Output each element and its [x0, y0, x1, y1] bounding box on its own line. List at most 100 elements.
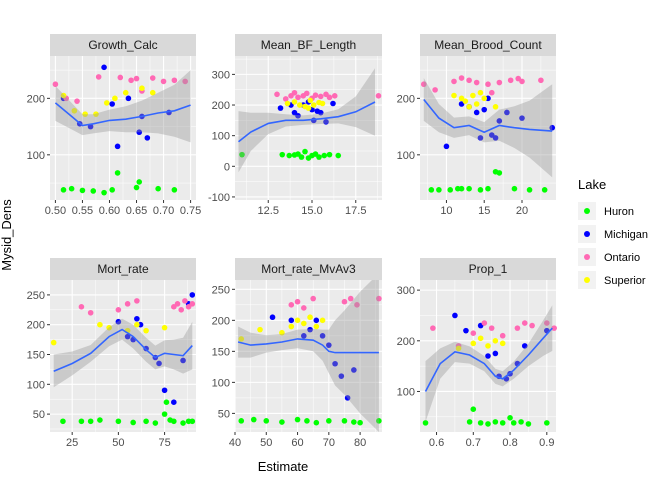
y-tick-label: 100 [212, 377, 230, 389]
data-point-michigan [277, 105, 284, 111]
data-point-michigan [313, 317, 320, 324]
y-tick-label: 100 [27, 379, 45, 391]
data-point-michigan [180, 357, 186, 364]
smooth-line [54, 102, 191, 127]
data-point-ontario [529, 322, 535, 329]
confidence-ribbon [238, 280, 379, 432]
data-point-ontario [420, 81, 427, 88]
data-point-huron [279, 151, 286, 158]
data-point-ontario [354, 302, 360, 308]
smooth-line [237, 338, 379, 354]
legend-key-ontario [584, 254, 590, 260]
data-point-ontario [124, 301, 131, 307]
data-point-huron [78, 418, 85, 425]
data-point-michigan [338, 373, 345, 379]
y-tick-label: -100 [208, 192, 230, 204]
data-point-superior [305, 105, 312, 111]
data-point-ontario [78, 304, 85, 310]
data-point-ontario [312, 92, 319, 99]
y-tick-label: 300 [397, 285, 415, 297]
data-point-huron [492, 419, 499, 425]
data-point-superior [103, 100, 110, 106]
data-point-ontario [87, 309, 94, 316]
data-point-superior [82, 111, 88, 117]
data-point-michigan [114, 143, 121, 150]
data-point-huron [510, 420, 517, 426]
data-point-michigan [134, 315, 140, 322]
data-point-huron [238, 418, 245, 424]
legend-label: Huron [604, 206, 634, 218]
data-point-ontario [496, 79, 503, 86]
y-tick-label: 200 [397, 93, 415, 105]
data-point-ontario [303, 90, 310, 97]
data-point-huron [436, 187, 442, 193]
facet-title: Mean_Brood_Count [434, 38, 542, 52]
data-point-ontario [451, 78, 457, 85]
data-point-huron [143, 418, 149, 425]
data-point-huron [189, 418, 196, 425]
data-point-huron [466, 419, 473, 425]
x-tick-label: 25 [66, 437, 78, 449]
data-point-huron [109, 187, 115, 193]
data-point-michigan [171, 399, 177, 405]
data-point-michigan [326, 342, 332, 348]
data-point-michigan [101, 64, 107, 71]
data-point-michigan [323, 119, 329, 125]
data-point-superior [294, 317, 301, 324]
data-point-ontario [182, 78, 188, 85]
x-tick-label: 0.50 [45, 205, 66, 217]
data-point-huron [544, 420, 550, 426]
data-point-huron [152, 420, 159, 426]
data-point-michigan [351, 367, 357, 373]
data-point-superior [238, 336, 245, 342]
y-tick-label: 200 [27, 93, 45, 105]
legend-label: Michigan [604, 229, 648, 241]
data-point-huron [499, 420, 506, 426]
facet-strip [235, 258, 382, 280]
y-tick-label: 100 [212, 131, 230, 143]
data-point-huron [326, 151, 333, 158]
data-point-ontario [133, 75, 140, 82]
facet-panel: Mean_Brood_Count 10 15 20 100 200 [397, 34, 556, 217]
data-point-superior [313, 323, 320, 330]
y-tick-label: 300 [212, 69, 230, 81]
data-point-huron [171, 187, 178, 193]
data-point-huron [525, 421, 532, 427]
data-point-ontario [432, 87, 438, 93]
data-point-huron [511, 185, 518, 192]
data-point-ontario [178, 307, 185, 313]
data-point-huron [428, 187, 435, 193]
x-tick-label: 0.9 [539, 437, 554, 449]
data-point-huron [351, 419, 357, 425]
facet-strip [420, 34, 556, 56]
x-tick-label: 15.0 [301, 205, 322, 217]
facet-panel: Mort_rate 25 50 75 50 100 150 200 250 [27, 258, 196, 449]
data-point-ontario [291, 89, 298, 96]
facet-strip [50, 34, 196, 56]
y-tick-label: 0 [224, 161, 230, 173]
data-point-huron [357, 419, 363, 426]
data-point-huron [90, 188, 97, 194]
data-point-ontario [347, 295, 354, 302]
data-point-superior [161, 324, 168, 331]
facet-panel: Growth_Calc 0.50 0.55 0.60 0.65 0.70 0.75 100 20… [27, 34, 201, 217]
smooth-line [238, 101, 376, 143]
legend-title: Lake [578, 177, 606, 192]
data-point-superior [307, 314, 313, 321]
data-point-ontario [274, 91, 280, 98]
data-point-huron [466, 185, 472, 192]
data-point-huron [101, 189, 107, 196]
data-point-michigan [136, 129, 143, 136]
data-point-ontario [430, 325, 436, 331]
data-point-huron [458, 185, 465, 192]
x-tick-label: 0.55 [72, 205, 93, 217]
data-point-ontario [544, 320, 550, 326]
data-point-huron [133, 184, 140, 191]
confidence-ribbon [423, 78, 553, 178]
data-point-superior [97, 321, 103, 328]
confidence-ribbon [425, 305, 553, 422]
data-point-michigan [344, 395, 351, 401]
data-point-michigan [443, 143, 450, 150]
facet-panel: Mort_rate_MvAv3 40 50 60 70 80 50 100 150 200 250 [212, 258, 382, 449]
